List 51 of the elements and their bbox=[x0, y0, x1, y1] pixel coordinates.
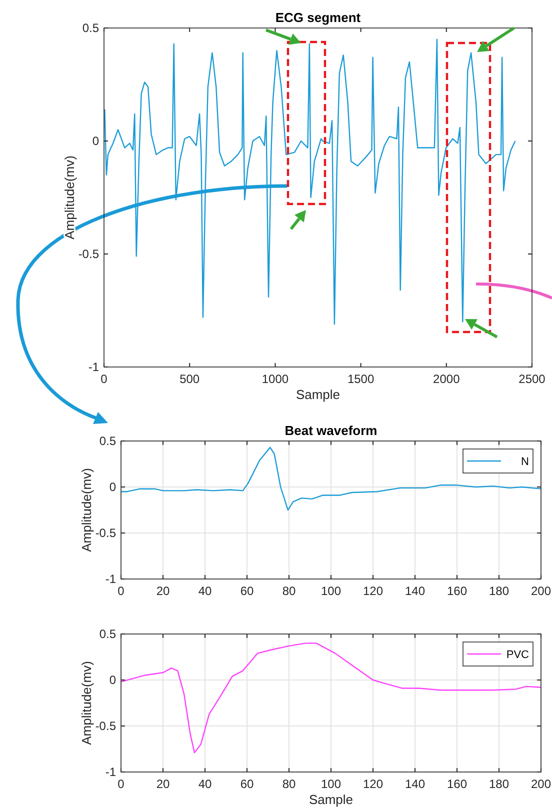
y-tick-label: -1 bbox=[88, 360, 100, 374]
x-tick-label: 20 bbox=[156, 584, 170, 598]
y-tick-label: 0.5 bbox=[99, 627, 116, 641]
y-tick-label: -1 bbox=[105, 572, 116, 586]
x-tick-label: 120 bbox=[362, 584, 384, 598]
x-tick-label: 80 bbox=[282, 777, 296, 791]
y-tick-label: 0.5 bbox=[82, 21, 100, 35]
x-tick-label: 200 bbox=[530, 584, 552, 598]
y-tick-label: 0.5 bbox=[99, 434, 116, 448]
x-tick-label: 200 bbox=[530, 777, 552, 791]
x-tick-label: 100 bbox=[320, 584, 342, 598]
y-tick-label: -0.5 bbox=[95, 526, 116, 540]
y-tick-label: -1 bbox=[105, 765, 116, 779]
legend-label: PVC bbox=[506, 649, 530, 661]
x-tick-label: 160 bbox=[446, 777, 468, 791]
line-series bbox=[120, 642, 542, 754]
x-tick-label: 60 bbox=[240, 777, 254, 791]
x-tick-label: 140 bbox=[404, 777, 426, 791]
x-tick-label: 140 bbox=[404, 584, 426, 598]
x-axis-title: Sample bbox=[308, 792, 354, 807]
y-tick-label: 0 bbox=[92, 134, 100, 148]
y-tick-label: -0.5 bbox=[95, 719, 116, 733]
y-axis-title: Amplitude(mv) bbox=[79, 468, 94, 552]
x-tick-label: 100 bbox=[320, 777, 342, 791]
x-tick-label: 180 bbox=[488, 777, 510, 791]
x-tick-label: 500 bbox=[180, 372, 200, 386]
x-tick-label: 2500 bbox=[518, 372, 546, 386]
y-axis-title: Amplitude(mv) bbox=[79, 661, 94, 745]
x-tick-label: 160 bbox=[446, 584, 468, 598]
x-tick-label: 80 bbox=[282, 584, 296, 598]
x-tick-label: 120 bbox=[362, 777, 384, 791]
x-axis-title: Sample bbox=[296, 387, 340, 402]
x-tick-label: 1000 bbox=[262, 372, 289, 386]
x-tick-label: 0 bbox=[118, 584, 125, 598]
x-tick-label: 60 bbox=[240, 584, 254, 598]
y-axis-title: Amplitude(mv) bbox=[62, 156, 77, 240]
legend-label: N bbox=[521, 456, 530, 468]
y-tick-label: 0 bbox=[109, 480, 116, 494]
chart-title: ECG segment bbox=[275, 10, 362, 25]
y-tick-label: -0.5 bbox=[78, 247, 100, 261]
line-series bbox=[120, 446, 542, 511]
y-tick-label: 0 bbox=[109, 673, 116, 687]
x-tick-label: 2000 bbox=[433, 372, 460, 386]
x-tick-label: 40 bbox=[198, 777, 212, 791]
line-series bbox=[104, 38, 516, 325]
x-tick-label: 40 bbox=[198, 584, 212, 598]
x-tick-label: 0 bbox=[118, 777, 125, 791]
x-tick-label: 1500 bbox=[347, 372, 374, 386]
chart-title: Beat waveform bbox=[284, 423, 378, 438]
x-tick-label: 180 bbox=[488, 584, 510, 598]
x-tick-label: 20 bbox=[156, 777, 170, 791]
